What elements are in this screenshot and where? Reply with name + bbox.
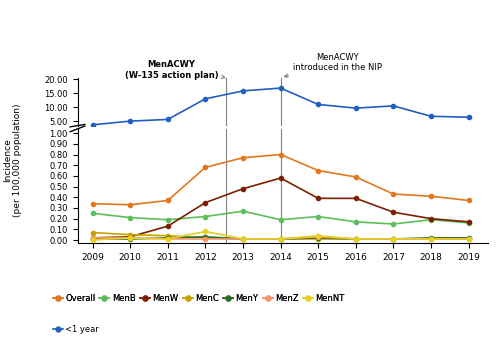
Text: MenACWY
(W-135 action plan): MenACWY (W-135 action plan) <box>124 60 225 80</box>
Text: Incidence
(per 100,000 population): Incidence (per 100,000 population) <box>3 104 22 217</box>
Text: MenACWY
introduced in the NIP: MenACWY introduced in the NIP <box>284 52 382 77</box>
Legend: Overall, MenB, MenW, MenC, MenY, MenZ, MenNT: Overall, MenB, MenW, MenC, MenY, MenZ, M… <box>49 291 348 306</box>
Legend: <1 year: <1 year <box>49 322 102 337</box>
